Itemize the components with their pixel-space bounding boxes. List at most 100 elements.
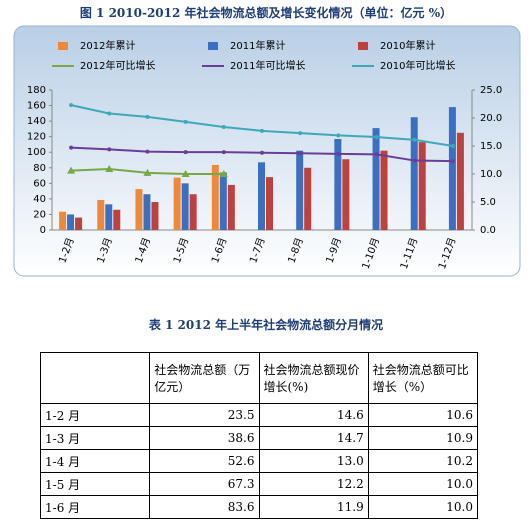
y-tick-label: 100	[27, 147, 46, 158]
bar	[296, 150, 304, 230]
y-tick-label: 60	[33, 178, 46, 189]
cell: 1-2 月	[39, 403, 151, 427]
marker	[181, 170, 190, 177]
bar	[342, 159, 350, 230]
bar	[97, 199, 105, 230]
bar	[448, 107, 456, 230]
marker	[412, 137, 417, 142]
marker	[107, 147, 112, 152]
marker	[69, 103, 74, 108]
marker	[145, 149, 150, 154]
bar	[258, 162, 265, 230]
marker	[69, 145, 74, 150]
cell: 1-6 月	[39, 495, 151, 519]
marker	[450, 159, 455, 164]
bar	[380, 150, 388, 230]
cell: 52.6	[149, 449, 260, 473]
cell: 10.6	[367, 403, 479, 427]
legend-swatch	[358, 42, 368, 50]
legend-label: 2012年可比增长	[80, 59, 155, 72]
y-tick-label: 120	[27, 132, 46, 143]
cell: 83.6	[149, 495, 260, 519]
y2-tick-label: 0.0	[480, 225, 496, 236]
y-tick-label: 40	[33, 194, 46, 205]
legend-swatch	[208, 42, 218, 50]
empty-cell	[39, 352, 151, 404]
marker	[107, 111, 112, 116]
bar	[173, 177, 181, 230]
data-table: 社会物流总额（万亿元） 社会物流总额现价增长(%) 社会物流总额可比增长（%） 1-2…	[39, 352, 479, 519]
marker	[183, 150, 188, 155]
cell: 14.7	[258, 426, 369, 450]
table-row: 1-3 月 38.6 14.7 10.9	[39, 426, 479, 450]
table-row: 1-4 月 52.6 13.0 10.2	[39, 449, 479, 473]
y2-tick-label: 10.0	[480, 169, 502, 180]
legend-label: 2010年累计	[380, 39, 435, 52]
bar	[410, 117, 418, 230]
marker	[105, 164, 114, 172]
y-tick-label: 140	[27, 116, 46, 127]
marker	[336, 151, 341, 156]
marker	[183, 119, 188, 124]
bar	[143, 194, 151, 230]
bar	[189, 194, 197, 230]
chart: 0 20 40 60 80 100 120 140 160 180 0.0 5.0 10.0 15.0 20…	[13, 25, 521, 277]
bar	[372, 128, 380, 230]
cell: 38.6	[149, 426, 260, 450]
marker	[260, 150, 264, 155]
bar	[456, 132, 464, 230]
marker	[374, 135, 379, 140]
header-cell: 社会物流总额可比增长（%）	[367, 352, 479, 404]
legend-label: 2010年可比增长	[380, 59, 455, 72]
bar	[219, 172, 227, 230]
cell: 12.2	[258, 472, 369, 496]
legend-label: 2011年可比增长	[230, 59, 305, 72]
cell: 11.9	[258, 495, 369, 519]
cell: 10.2	[367, 449, 479, 473]
bar	[211, 164, 219, 230]
marker	[219, 170, 228, 177]
marker	[298, 131, 303, 136]
cell: 10.0	[367, 495, 479, 519]
header-cell: 社会物流总额（万亿元）	[149, 352, 260, 404]
cell: 1-5 月	[39, 472, 151, 496]
bar	[334, 139, 342, 230]
bar	[181, 183, 189, 230]
bar	[67, 214, 75, 230]
bar	[113, 209, 121, 230]
y2-tick-label: 20.0	[480, 113, 502, 124]
y-tick-label: 0	[40, 225, 46, 236]
marker	[221, 150, 226, 155]
marker	[260, 128, 264, 133]
bar	[59, 211, 67, 230]
legend-label: 2012年累计	[80, 39, 135, 52]
table-row: 1-6 月 83.6 11.9 10.0	[39, 495, 479, 519]
marker	[145, 114, 150, 119]
header-cell: 社会物流总额现价增长(%)	[258, 352, 369, 404]
bar	[227, 184, 235, 230]
marker	[67, 166, 76, 174]
legend-swatch	[58, 42, 68, 50]
cell: 10.0	[367, 472, 479, 496]
marker	[450, 144, 455, 148]
y-tick-label: 160	[27, 101, 46, 112]
bar	[418, 142, 426, 230]
marker	[412, 158, 417, 163]
marker	[298, 151, 303, 156]
table-title: 表 1 2012 年上半年社会物流总额分月情况	[148, 318, 384, 332]
bar	[135, 189, 143, 230]
y2-tick-label: 25.0	[480, 85, 502, 96]
bar	[266, 177, 273, 230]
marker	[374, 152, 379, 157]
y-tick-label: 80	[33, 163, 46, 174]
y2-tick-label: 5.0	[480, 197, 496, 208]
cell: 13.0	[258, 449, 369, 473]
table-row: 1-5 月 67.3 12.2 10.0	[39, 472, 479, 496]
marker	[336, 133, 341, 138]
bar	[105, 204, 113, 230]
y2-tick-label: 15.0	[480, 141, 502, 152]
bar	[75, 217, 83, 230]
table-row: 1-2 月 23.5 14.6 10.6	[39, 403, 479, 427]
cell: 67.3	[149, 472, 260, 496]
